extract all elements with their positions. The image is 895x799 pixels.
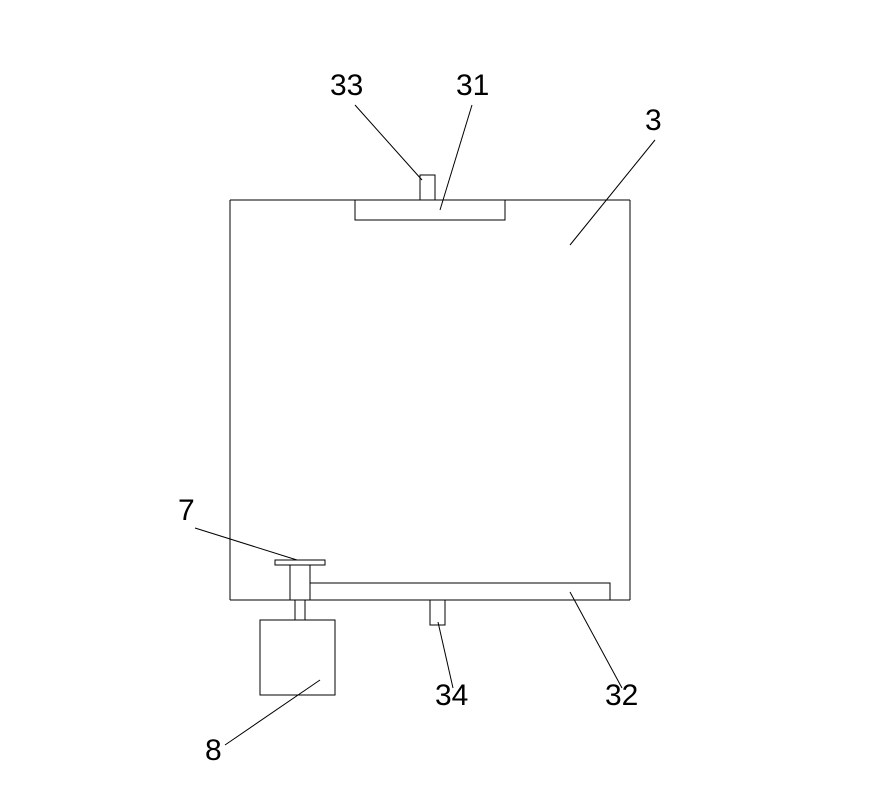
leader-32 bbox=[570, 592, 622, 688]
motor-box bbox=[260, 620, 335, 695]
label-7: 7 bbox=[178, 494, 195, 527]
valve-flange bbox=[275, 560, 325, 565]
leader-7 bbox=[195, 528, 297, 560]
top-slab bbox=[355, 200, 505, 220]
top-stub bbox=[420, 175, 435, 200]
leader-31 bbox=[440, 105, 472, 210]
bottom-stub bbox=[430, 600, 445, 625]
pipe bbox=[295, 600, 305, 620]
valve-body bbox=[290, 565, 310, 600]
label-31: 31 bbox=[456, 69, 489, 102]
label-33: 33 bbox=[330, 69, 363, 102]
label-8: 8 bbox=[205, 734, 222, 767]
label-32: 32 bbox=[605, 679, 638, 712]
leader-3 bbox=[570, 140, 655, 245]
bottom-slab bbox=[310, 583, 610, 600]
label-3: 3 bbox=[645, 104, 662, 137]
leader-33 bbox=[355, 105, 422, 180]
label-34: 34 bbox=[435, 679, 468, 712]
